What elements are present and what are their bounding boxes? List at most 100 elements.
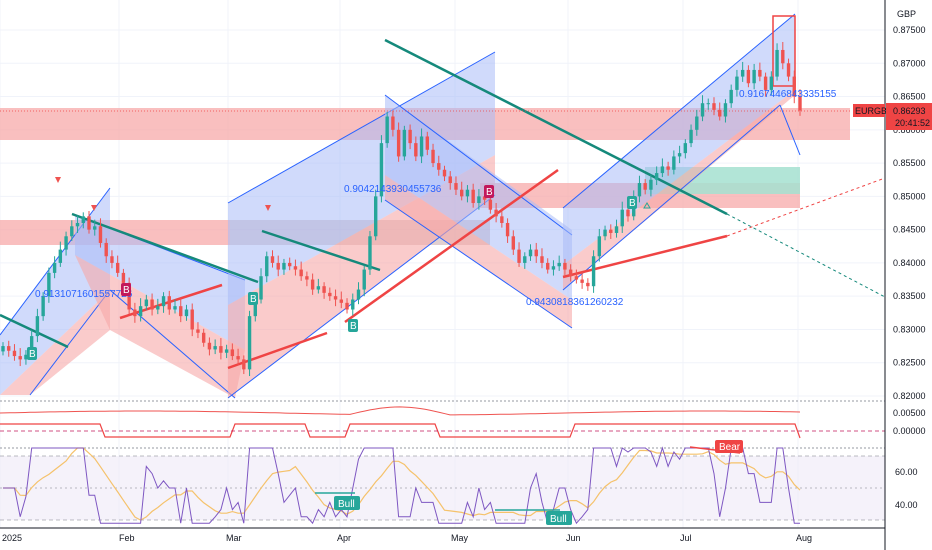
candle bbox=[368, 230, 372, 275]
price-tick-label: 0.82000 bbox=[893, 391, 926, 401]
candle bbox=[735, 69, 739, 97]
rsi-line bbox=[3, 446, 800, 525]
candle bbox=[230, 343, 235, 361]
candle bbox=[316, 278, 321, 294]
triangle-icon bbox=[643, 202, 651, 209]
trendline-red-1 bbox=[119, 283, 223, 320]
candle bbox=[24, 350, 28, 365]
candle bbox=[213, 339, 217, 355]
candle bbox=[563, 258, 567, 277]
candle bbox=[104, 238, 108, 263]
candle bbox=[712, 97, 716, 116]
candle bbox=[448, 171, 452, 190]
svg-text:EURGBP: EURGBP bbox=[855, 106, 893, 116]
buy-marker[interactable]: B bbox=[348, 319, 358, 332]
buy-marker[interactable]: B bbox=[248, 292, 258, 305]
trendline-teal-ext bbox=[726, 213, 886, 298]
channel-4-line bbox=[384, 199, 573, 329]
channel-5-line bbox=[779, 104, 801, 156]
sell-marker[interactable]: B bbox=[484, 185, 494, 198]
svg-text:B: B bbox=[350, 321, 357, 332]
candle bbox=[247, 310, 252, 377]
price-axis[interactable]: GBP bbox=[884, 0, 932, 550]
candle bbox=[379, 135, 384, 203]
bull-label[interactable]: Bull bbox=[334, 496, 360, 510]
candle bbox=[706, 98, 710, 110]
candle bbox=[52, 256, 57, 279]
candle bbox=[414, 136, 418, 162]
candle bbox=[729, 84, 733, 108]
rsi-tick: 40.00 bbox=[895, 500, 918, 510]
sell-arrow-icon bbox=[265, 205, 271, 211]
candle bbox=[718, 102, 722, 121]
candle bbox=[362, 265, 366, 297]
candle bbox=[540, 248, 544, 269]
month-label: May bbox=[451, 533, 469, 543]
candle bbox=[746, 65, 751, 88]
osc-tick: 0.00000 bbox=[893, 426, 926, 436]
candle bbox=[775, 43, 779, 81]
candle bbox=[167, 290, 171, 315]
candle bbox=[574, 269, 579, 284]
bear-label[interactable]: Bear bbox=[715, 440, 743, 453]
candle bbox=[551, 260, 556, 276]
last-price: 0.86293 bbox=[893, 106, 926, 116]
svg-text:B: B bbox=[629, 198, 636, 209]
trendline-teal-1 bbox=[0, 313, 69, 349]
candle bbox=[568, 264, 573, 282]
osc-tick: 0.00500 bbox=[893, 408, 926, 418]
candle bbox=[391, 110, 395, 137]
candle bbox=[511, 230, 516, 255]
candle bbox=[528, 244, 533, 261]
trendline-red-ext bbox=[726, 177, 886, 237]
channel-1-lower bbox=[0, 290, 110, 395]
candle bbox=[408, 124, 412, 150]
trendline-teal-2 bbox=[71, 212, 259, 284]
candle bbox=[161, 292, 166, 313]
fib-label-1: 0.9131071601557726 bbox=[35, 289, 133, 300]
svg-text:Bear: Bear bbox=[719, 442, 741, 453]
trendline-red-4 bbox=[562, 234, 728, 279]
channel-3-line bbox=[227, 51, 496, 204]
candle bbox=[345, 298, 349, 314]
candle bbox=[328, 287, 332, 301]
month-label: Jul bbox=[680, 533, 692, 543]
channel-1-line bbox=[29, 289, 111, 396]
last-price-tag: 0.86293 20:41:52 bbox=[886, 103, 932, 130]
trendline-red-3 bbox=[344, 168, 559, 324]
sell-arrow-icon bbox=[55, 177, 61, 183]
candle bbox=[58, 241, 63, 267]
bull-label[interactable]: Bull bbox=[546, 511, 572, 525]
candle bbox=[1, 342, 5, 356]
candle bbox=[597, 228, 602, 262]
candle bbox=[93, 219, 97, 236]
candle bbox=[477, 189, 481, 210]
candle bbox=[683, 139, 688, 159]
sell-marker[interactable]: B bbox=[121, 283, 131, 296]
buy-marker[interactable]: B bbox=[627, 196, 637, 209]
price-tick-label: 0.84000 bbox=[893, 258, 926, 268]
candle bbox=[70, 220, 74, 241]
svg-text:B: B bbox=[250, 294, 257, 305]
candle bbox=[654, 166, 659, 186]
candle bbox=[580, 271, 584, 289]
candle bbox=[781, 41, 785, 70]
channel-5-line bbox=[562, 13, 796, 209]
candle bbox=[133, 302, 137, 323]
candle bbox=[591, 250, 596, 293]
candle bbox=[293, 259, 298, 276]
candle bbox=[471, 183, 475, 208]
candle bbox=[523, 252, 527, 269]
candle bbox=[505, 218, 510, 243]
candle bbox=[700, 95, 705, 122]
candle bbox=[305, 271, 309, 287]
candle bbox=[144, 294, 149, 311]
candle bbox=[672, 150, 676, 175]
candle bbox=[282, 258, 286, 275]
bar-countdown: 20:41:52 bbox=[895, 118, 930, 128]
fib-label-2: 0.9042143930455736 bbox=[344, 184, 442, 195]
candle bbox=[351, 293, 355, 316]
candle bbox=[758, 62, 762, 82]
buy-marker[interactable]: B bbox=[27, 347, 37, 360]
